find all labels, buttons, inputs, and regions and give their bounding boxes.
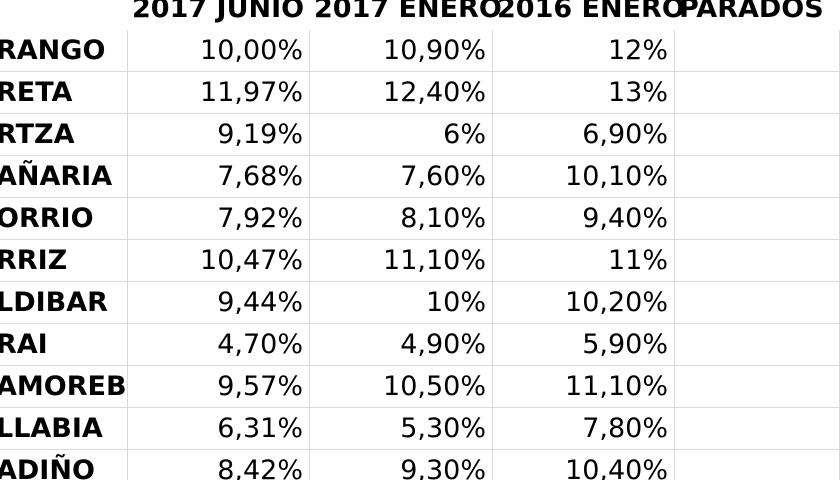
value-cell: 11,97% (128, 72, 310, 114)
row-label: RAI (0, 324, 128, 366)
empty-cell (675, 366, 840, 408)
value-cell: 5,30% (310, 408, 493, 450)
empty-cell (675, 198, 840, 240)
empty-cell (675, 240, 840, 282)
value-cell: 9,30% (310, 450, 493, 480)
row-label: LDIBAR (0, 282, 128, 324)
value-cell: 8,42% (128, 450, 310, 480)
column-header: 2017 JUNIO (132, 0, 305, 24)
column-header: 2016 ENERO (497, 0, 685, 24)
row-label: ORRIO (0, 198, 128, 240)
value-cell: 7,60% (310, 156, 493, 198)
value-cell: 11% (493, 240, 675, 282)
value-cell: 6,31% (128, 408, 310, 450)
value-cell: 12% (493, 30, 675, 72)
empty-cell (675, 282, 840, 324)
value-cell: 10% (310, 282, 493, 324)
value-cell: 4,90% (310, 324, 493, 366)
empty-cell (675, 156, 840, 198)
row-label: RRIZ (0, 240, 128, 282)
empty-cell (675, 72, 840, 114)
empty-cell (675, 114, 840, 156)
empty-cell (675, 30, 840, 72)
value-cell: 12,40% (310, 72, 493, 114)
empty-cell (675, 408, 840, 450)
row-label: ADIÑO (0, 450, 128, 480)
value-cell: 8,10% (310, 198, 493, 240)
row-label: RANGO (0, 30, 128, 72)
empty-cell (675, 324, 840, 366)
empty-cell (675, 450, 840, 480)
value-cell: 5,90% (493, 324, 675, 366)
value-cell: 9,19% (128, 114, 310, 156)
value-cell: 10,10% (493, 156, 675, 198)
row-label: RETA (0, 72, 128, 114)
column-header: 2017 ENERO (314, 0, 502, 24)
column-header: PARADOS (679, 0, 824, 24)
value-cell: 10,50% (310, 366, 493, 408)
value-cell: 10,20% (493, 282, 675, 324)
value-cell: 9,40% (493, 198, 675, 240)
row-label: AMOREBIETA (0, 366, 128, 408)
value-cell: 7,92% (128, 198, 310, 240)
value-cell: 10,47% (128, 240, 310, 282)
row-label: RTZA (0, 114, 128, 156)
value-cell: 7,80% (493, 408, 675, 450)
value-cell: 7,68% (128, 156, 310, 198)
row-label: LLABIA (0, 408, 128, 450)
value-cell: 9,57% (128, 366, 310, 408)
value-cell: 11,10% (310, 240, 493, 282)
value-cell: 10,40% (493, 450, 675, 480)
value-cell: 6% (310, 114, 493, 156)
value-cell: 10,00% (128, 30, 310, 72)
value-cell: 4,70% (128, 324, 310, 366)
value-cell: 6,90% (493, 114, 675, 156)
value-cell: 13% (493, 72, 675, 114)
row-label: AÑARIA (0, 156, 128, 198)
value-cell: 10,90% (310, 30, 493, 72)
value-cell: 11,10% (493, 366, 675, 408)
value-cell: 9,44% (128, 282, 310, 324)
